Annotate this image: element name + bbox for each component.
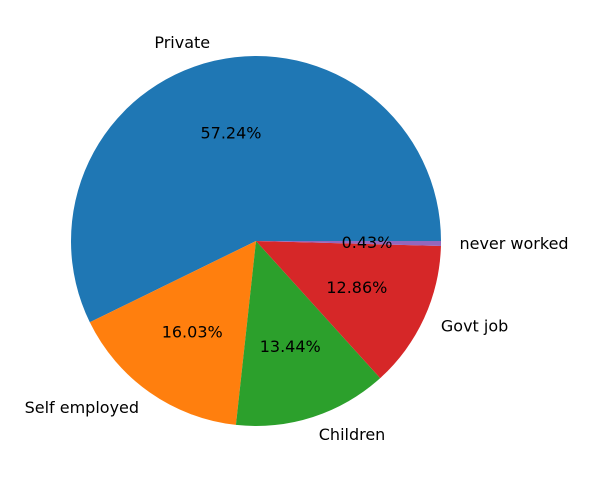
slice-pct-label-private: 57.24% bbox=[200, 123, 261, 142]
slice-pct-label-never-worked: 0.43% bbox=[342, 233, 393, 252]
slice-label-never-worked: never worked bbox=[459, 234, 568, 253]
pie-labels: Private 57.24% Self employed 16.03% Children… bbox=[25, 33, 569, 444]
pie-slice-children bbox=[235, 241, 381, 426]
slice-pct-label-govt-job: 12.86% bbox=[326, 278, 387, 297]
slice-label-private: Private bbox=[154, 33, 210, 52]
slice-label-children: Children bbox=[319, 425, 386, 444]
pie-slice-private bbox=[71, 56, 442, 323]
pie-slice-govt-job bbox=[256, 241, 441, 379]
slice-label-govt-job: Govt job bbox=[441, 317, 508, 336]
slice-label-self-employed: Self employed bbox=[25, 398, 139, 417]
pie-slices bbox=[71, 56, 442, 426]
slice-pct-label-children: 13.44% bbox=[260, 337, 321, 356]
slice-pct-label-self-employed: 16.03% bbox=[162, 322, 223, 341]
pie-slice-self-employed bbox=[89, 241, 256, 425]
pie-slice-never-worked bbox=[256, 241, 441, 246]
